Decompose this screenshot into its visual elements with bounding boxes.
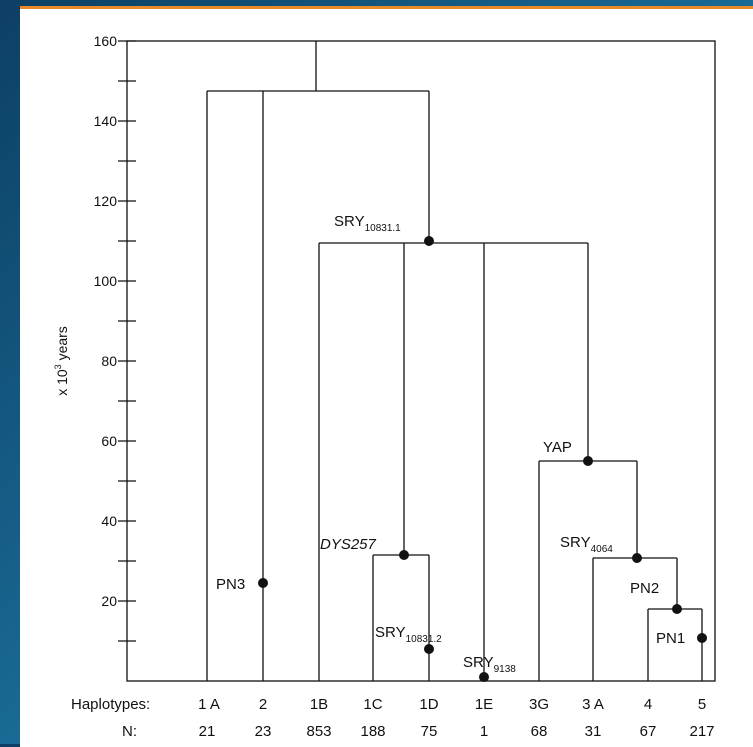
n-value: 67 — [640, 723, 657, 740]
marker-dot-pn2 — [672, 604, 682, 614]
phylogenetic-tree-diagram: 160 140 120 100 80 60 40 20 x 103 years — [53, 33, 716, 740]
n-value: 75 — [421, 723, 438, 740]
marker-labels: PN3 SRY10831.1 DYS257 SRY10831.2 SRY9138… — [216, 213, 685, 675]
n-value: 21 — [199, 723, 216, 740]
haplotype-label: 2 — [259, 696, 267, 713]
haplotype-label: 1B — [310, 696, 328, 713]
marker-label-sry-10831-2: SRY10831.2 — [375, 624, 442, 645]
marker-label-sry-9138: SRY9138 — [463, 654, 516, 675]
marker-label-pn3: PN3 — [216, 576, 245, 593]
n-value: 1 — [480, 723, 488, 740]
marker-dot-pn1 — [697, 633, 707, 643]
y-axis-title: x 103 years — [53, 326, 70, 396]
haplotypes-row-label: Haplotypes: — [71, 696, 150, 713]
y-tick-label: 100 — [94, 273, 118, 289]
haplotype-label: 3G — [529, 696, 549, 713]
marker-label-pn2: PN2 — [630, 580, 659, 597]
haplotype-label: 5 — [698, 696, 706, 713]
n-value: 31 — [585, 723, 602, 740]
marker-dot-sry-10831-1 — [424, 236, 434, 246]
y-tick-label: 160 — [94, 33, 118, 49]
marker-dot-pn3 — [258, 578, 268, 588]
y-tick-label: 120 — [94, 193, 118, 209]
marker-label-pn1: PN1 — [656, 630, 685, 647]
marker-label-yap: YAP — [543, 439, 572, 456]
haplotype-label: 1 A — [198, 696, 220, 713]
haplotype-label: 1C — [363, 696, 382, 713]
haplotype-labels: 1 A 2 1B 1C 1D 1E 3G 3 A 4 5 — [198, 696, 706, 713]
y-axis-ticks — [118, 40, 136, 642]
y-tick-label: 20 — [101, 593, 117, 609]
tree-branches — [206, 41, 703, 681]
y-tick-label: 80 — [101, 353, 117, 369]
y-tick-label: 140 — [94, 113, 118, 129]
marker-label-sry-10831-1: SRY10831.1 — [334, 213, 401, 234]
n-row-label: N: — [122, 723, 137, 740]
y-tick-labels: 160 140 120 100 80 60 40 20 — [94, 33, 118, 609]
haplotype-table: Haplotypes: N: — [71, 696, 150, 740]
marker-label-dys257: DYS257 — [320, 536, 377, 553]
n-value: 68 — [531, 723, 548, 740]
y-tick-label: 60 — [101, 433, 117, 449]
marker-dot-dys257 — [399, 550, 409, 560]
n-values: 21 23 853 188 75 1 68 31 67 217 — [199, 723, 715, 740]
n-value: 853 — [306, 723, 331, 740]
n-value: 23 — [255, 723, 272, 740]
marker-dot-sry-10831-2 — [424, 644, 434, 654]
mutation-markers — [258, 236, 707, 682]
y-tick-label: 40 — [101, 513, 117, 529]
haplotype-label: 1D — [419, 696, 438, 713]
figure-panel: 160 140 120 100 80 60 40 20 x 103 years — [20, 6, 753, 747]
haplotype-label: 4 — [644, 696, 652, 713]
n-value: 188 — [360, 723, 385, 740]
haplotype-label: 1E — [475, 696, 493, 713]
marker-dot-sry-9138 — [479, 672, 489, 682]
marker-dot-yap — [583, 456, 593, 466]
haplotype-label: 3 A — [582, 696, 604, 713]
marker-dot-sry-4064 — [632, 553, 642, 563]
n-value: 217 — [689, 723, 714, 740]
marker-label-sry-4064: SRY4064 — [560, 534, 613, 555]
